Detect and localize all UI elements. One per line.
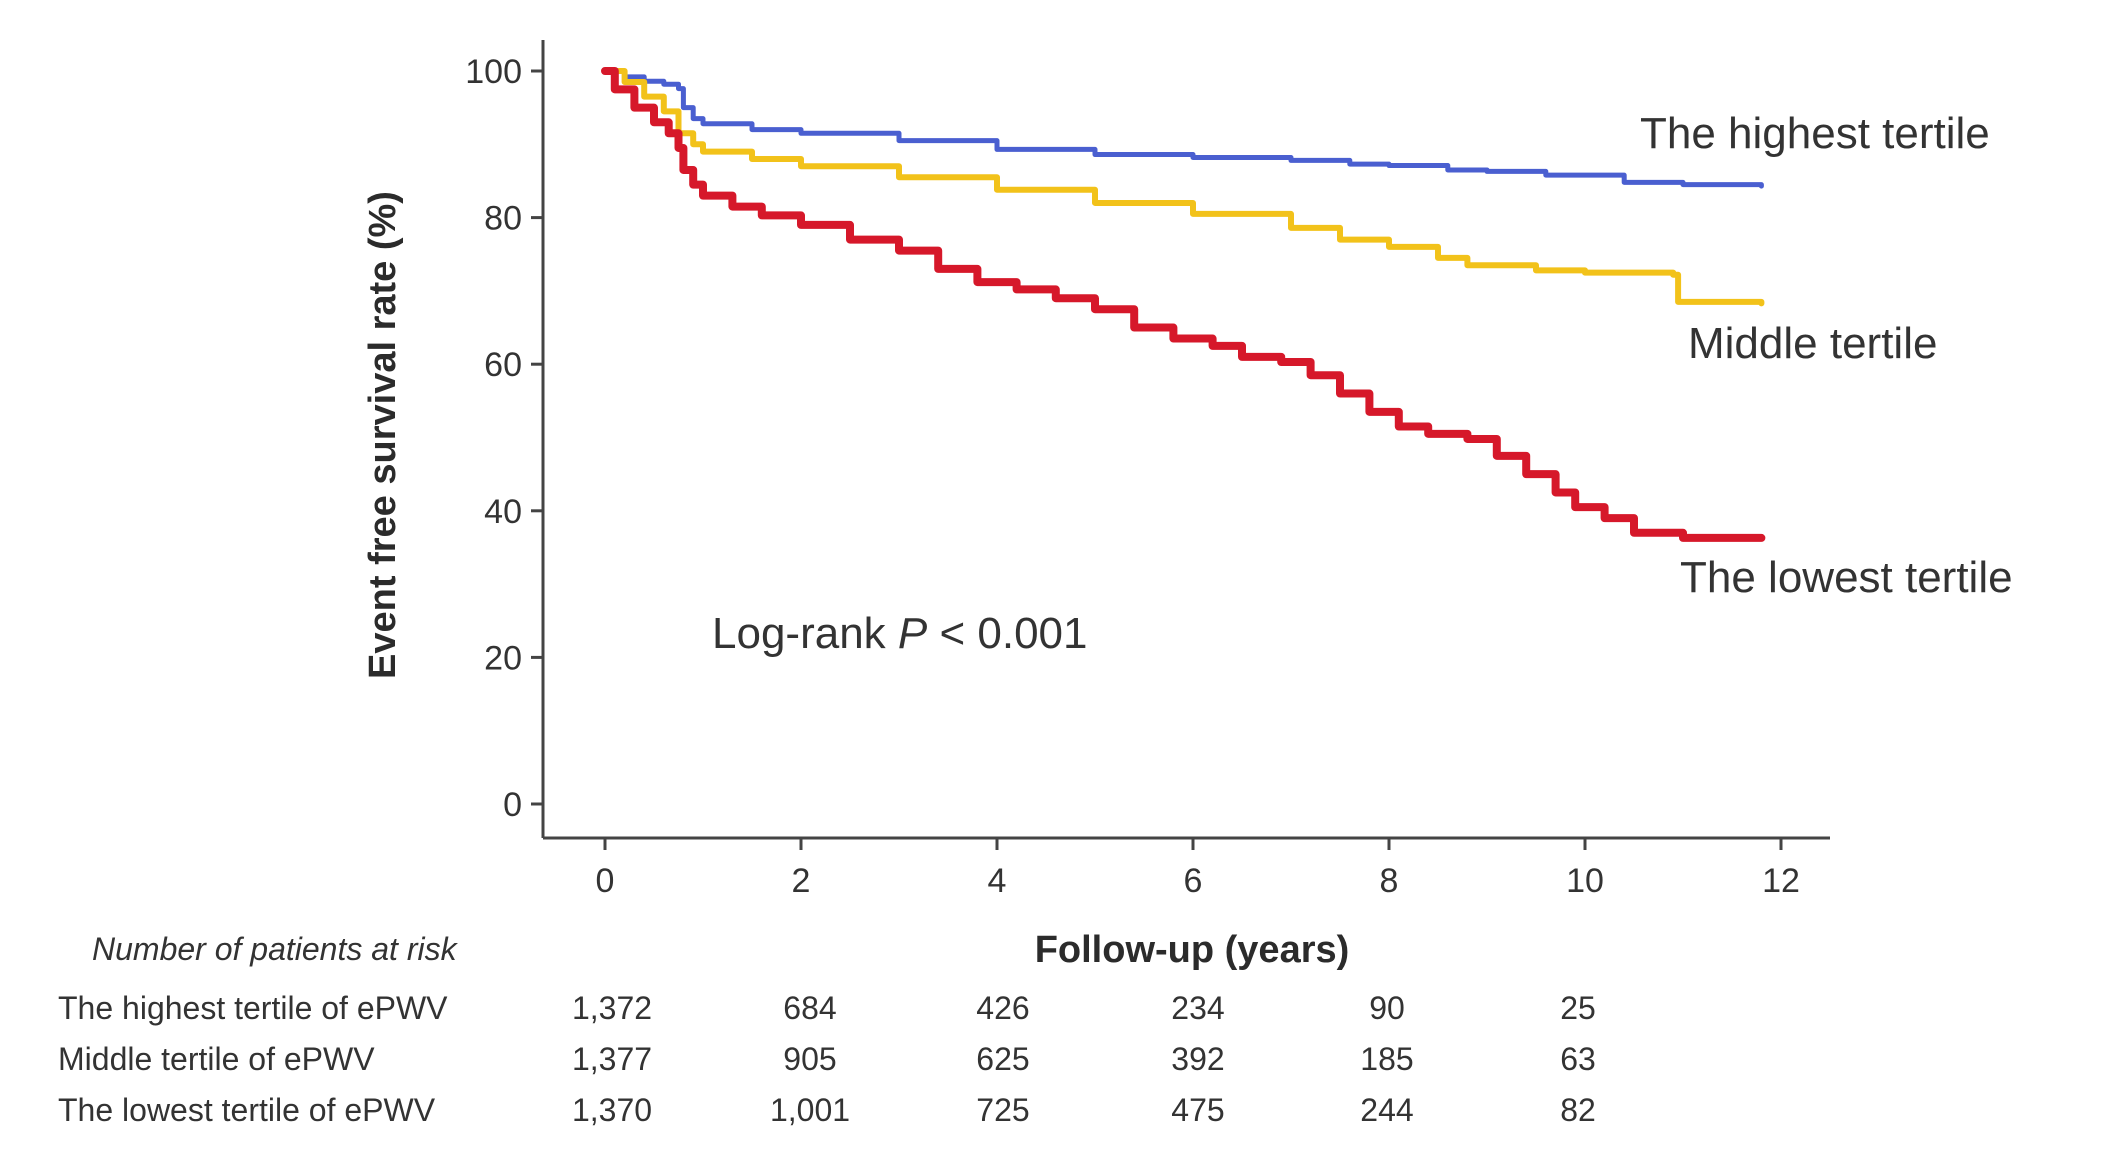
risk-table: Number of patients at risk The highest t… [58, 931, 1596, 1128]
y-tick-label-40: 40 [484, 493, 522, 531]
x-axis-title: Follow-up (years) [1035, 929, 1350, 971]
curve-the-highest-tertile [602, 68, 1764, 189]
survival-curves [601, 67, 1766, 542]
series-label-the-highest-tertile: The highest tertile [1640, 109, 1990, 158]
risk-value: 392 [1171, 1041, 1224, 1077]
series-label-middle-tertile: Middle tertile [1688, 319, 1937, 368]
x-tick-label-0: 0 [596, 862, 615, 900]
log-rank-suffix: < 0.001 [927, 609, 1087, 658]
risk-value: 25 [1560, 990, 1596, 1026]
log-rank-prefix: Log-rank [712, 609, 898, 658]
risk-value: 725 [976, 1092, 1029, 1128]
x-tick-label-12: 12 [1762, 862, 1800, 900]
y-tick-label-20: 20 [484, 639, 522, 677]
y-tick-label-80: 80 [484, 200, 522, 238]
risk-value: 63 [1560, 1041, 1596, 1077]
risk-value: 244 [1360, 1092, 1413, 1128]
risk-value: 90 [1369, 990, 1405, 1026]
risk-row-label: The highest tertile of ePWV [58, 990, 448, 1026]
risk-value: 1,372 [572, 990, 652, 1026]
axes: 0 20 40 60 80 100 0 2 4 6 8 10 12 [465, 40, 1830, 900]
log-rank-p: P [898, 609, 928, 658]
y-tick-label-100: 100 [465, 53, 522, 91]
risk-value: 234 [1171, 990, 1224, 1026]
series-labels: The highest tertile Middle tertile The low… [1640, 109, 2013, 602]
x-tick-label-4: 4 [988, 862, 1007, 900]
y-tick-label-0: 0 [503, 786, 522, 824]
risk-value: 426 [976, 990, 1029, 1026]
x-tick-label-10: 10 [1566, 862, 1604, 900]
risk-value: 625 [976, 1041, 1029, 1077]
x-tick-label-8: 8 [1380, 862, 1399, 900]
curve-the-lowest-tertile [601, 67, 1766, 542]
risk-value: 905 [783, 1041, 836, 1077]
risk-row-label: Middle tertile of ePWV [58, 1041, 375, 1077]
risk-value: 185 [1360, 1041, 1413, 1077]
risk-row-label: The lowest tertile of ePWV [58, 1092, 436, 1128]
risk-value: 82 [1560, 1092, 1596, 1128]
log-rank-annotation: Log-rank P < 0.001 [712, 609, 1088, 658]
risk-value: 1,377 [572, 1041, 652, 1077]
curve-middle-tertile [602, 68, 1765, 307]
x-tick-label-2: 2 [792, 862, 811, 900]
risk-value: 684 [783, 990, 836, 1026]
x-tick-label-6: 6 [1184, 862, 1203, 900]
y-tick-label-60: 60 [484, 346, 522, 384]
series-label-the-lowest-tertile: The lowest tertile [1680, 553, 2013, 602]
risk-value: 1,370 [572, 1092, 652, 1128]
risk-value: 475 [1171, 1092, 1224, 1128]
risk-table-title: Number of patients at risk [92, 931, 459, 967]
y-axis-title: Event free survival rate (%) [362, 191, 404, 679]
risk-value: 1,001 [770, 1092, 850, 1128]
